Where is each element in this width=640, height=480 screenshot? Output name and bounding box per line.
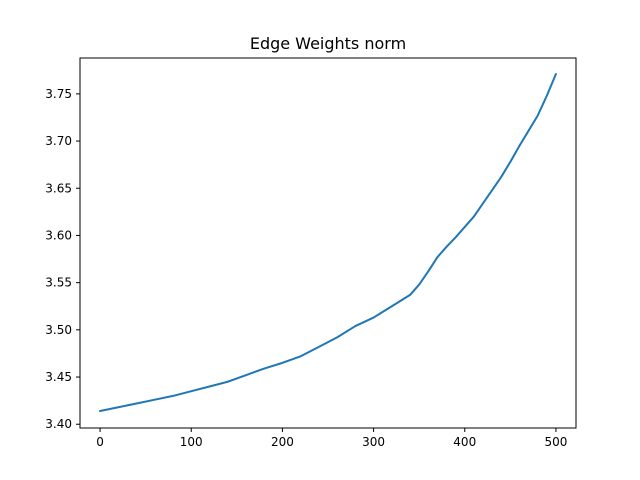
x-tick-label: 200 (271, 435, 294, 449)
y-tick-label: 3.40 (45, 417, 72, 431)
x-tick-label: 500 (544, 435, 567, 449)
x-tick-label: 100 (180, 435, 203, 449)
x-tick-label: 0 (96, 435, 104, 449)
y-tick-label: 3.45 (45, 370, 72, 384)
plot-frame (79, 57, 577, 429)
y-tick-label: 3.60 (45, 228, 72, 242)
y-tick-label: 3.50 (45, 323, 72, 337)
y-tick-label: 3.55 (45, 276, 72, 290)
plot-area (99, 73, 557, 413)
x-axis: 0 100 200 300 400 500 (96, 428, 567, 449)
y-tick-label: 3.65 (45, 181, 72, 195)
y-tick-label: 3.75 (45, 87, 72, 101)
y-axis: 3.40 3.45 3.50 3.55 3.60 3.65 3.70 3.75 (45, 87, 80, 431)
x-tick-label: 300 (362, 435, 385, 449)
x-tick-label: 400 (453, 435, 476, 449)
y-tick-label: 3.70 (45, 134, 72, 148)
series-line-0 (99, 73, 557, 413)
chart-title: Edge Weights norm (250, 34, 406, 53)
